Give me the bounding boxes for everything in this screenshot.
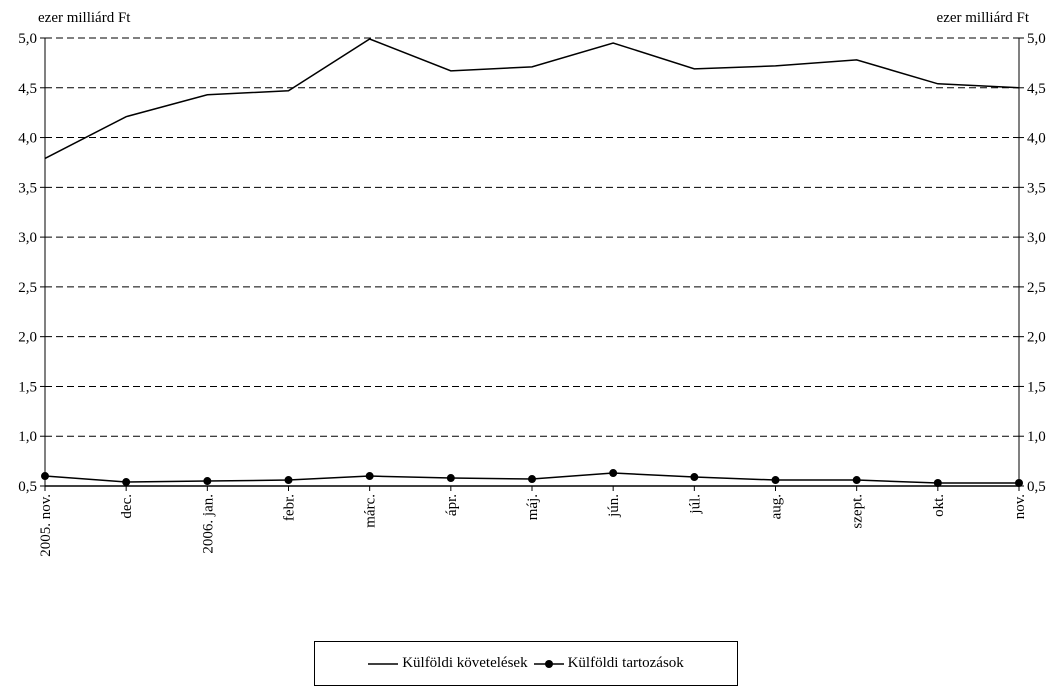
- y-tick-label-left: 3,5: [18, 180, 37, 196]
- series-point-1: [690, 473, 699, 482]
- y-tick-label-left: 0,5: [18, 479, 37, 495]
- x-tick-label: 2005. nov.: [38, 494, 54, 557]
- y-tick-label-left: 2,0: [18, 330, 37, 346]
- x-tick-label: nov.: [1012, 494, 1028, 519]
- line-dot-swatch-icon: [533, 659, 564, 668]
- y-tick-label-right: 5,0: [1027, 31, 1046, 47]
- line-swatch-icon: [368, 662, 399, 665]
- left-axis-unit-label: ezer milliárd Ft: [38, 10, 131, 26]
- series-point-1: [365, 472, 374, 481]
- legend-label-kovetelesek: Külföldi követelések: [402, 655, 528, 671]
- series-point-1: [528, 475, 536, 484]
- series-point-1: [41, 472, 49, 481]
- series-point-1: [446, 474, 455, 483]
- series-point-1: [933, 479, 942, 488]
- x-tick-label: jún.: [606, 494, 622, 518]
- x-tick-label: máj.: [525, 494, 541, 520]
- y-tick-label-left: 2,5: [18, 280, 37, 296]
- x-tick-label: ápr.: [444, 494, 460, 516]
- x-axis: 2005. nov. dec. 2006. jan. febr. márc. ápr. má…: [38, 485, 1028, 557]
- y-tick-label-right: 0,5: [1027, 479, 1046, 495]
- series-point-1: [203, 477, 212, 486]
- series-point-1: [771, 476, 780, 485]
- x-tick-label: márc.: [363, 494, 379, 528]
- series-lines: [41, 38, 1023, 488]
- y-tick-label-right: 1,0: [1027, 429, 1046, 445]
- y-tick-label-left: 3,0: [18, 230, 37, 246]
- series-point-1: [852, 476, 861, 485]
- y-tick-label-right: 4,0: [1027, 131, 1046, 147]
- x-tick-label: szept.: [850, 494, 866, 529]
- series-line-0: [44, 38, 1020, 160]
- series-point-1: [1015, 479, 1023, 488]
- y-tick-label-left: 1,5: [18, 379, 37, 395]
- y-tick-label-right: 3,5: [1027, 180, 1046, 196]
- series-point-1: [284, 476, 293, 485]
- y-tick-label-right: 4,5: [1027, 81, 1046, 97]
- x-tick-label: okt.: [931, 494, 947, 517]
- x-tick-label: febr.: [282, 494, 298, 521]
- right-axis-unit-label: ezer milliárd Ft: [936, 10, 1029, 26]
- x-tick-label: dec.: [119, 494, 135, 519]
- series-point-1: [122, 478, 131, 487]
- x-tick-label: júl.: [687, 494, 703, 515]
- legend-item-kovetelesek: Külföldi követelések: [368, 655, 528, 672]
- series-point-1: [609, 469, 618, 478]
- x-tick-label: 2006. jan.: [200, 494, 216, 554]
- y-tick-label-right: 2,5: [1027, 280, 1046, 296]
- y-tick-label-right: 1,5: [1027, 379, 1046, 395]
- y-tick-label-left: 1,0: [18, 429, 37, 445]
- y-tick-label-left: 5,0: [18, 31, 37, 47]
- legend-label-tartozasok: Külföldi tartozások: [567, 655, 684, 671]
- y-tick-label-right: 3,0: [1027, 230, 1046, 246]
- y-tick-label-left: 4,0: [18, 131, 37, 147]
- gridlines: [45, 37, 1019, 437]
- y-tick-label-left: 4,5: [18, 81, 37, 97]
- x-tick-label: aug.: [769, 494, 785, 519]
- legend-item-tartozasok: Külföldi tartozások: [533, 655, 684, 672]
- y-tick-label-right: 2,0: [1027, 330, 1046, 346]
- right-y-axis: 0,5 1,0 1,5 2,0 2,5 3,0 3,5 4,0 4,5 5,0: [1018, 31, 1046, 495]
- legend: Külföldi követelések Külföldi tartozások: [314, 641, 738, 686]
- left-y-axis: 0,5 1,0 1,5 2,0 2,5 3,0 3,5 4,0 4,5 5,0: [18, 31, 46, 495]
- line-chart: 0,5 1,0 1,5 2,0 2,5 3,0 3,5 4,0 4,5 5,0 0,5 1,0 1,5…: [18, 31, 1046, 557]
